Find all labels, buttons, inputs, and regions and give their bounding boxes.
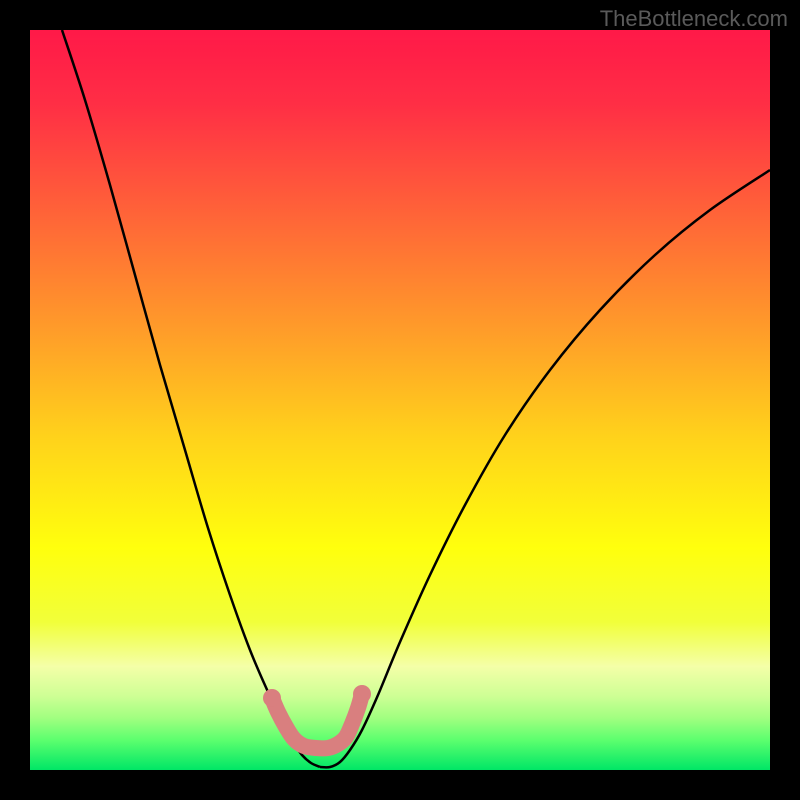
optimal-marker <box>30 30 770 770</box>
marker-dot-left <box>263 689 281 707</box>
chart-outer-frame: TheBottleneck.com <box>0 0 800 800</box>
marker-u-path <box>272 694 362 748</box>
plot-area <box>30 30 770 770</box>
marker-dot-right <box>353 685 371 703</box>
watermark-text: TheBottleneck.com <box>600 6 788 32</box>
